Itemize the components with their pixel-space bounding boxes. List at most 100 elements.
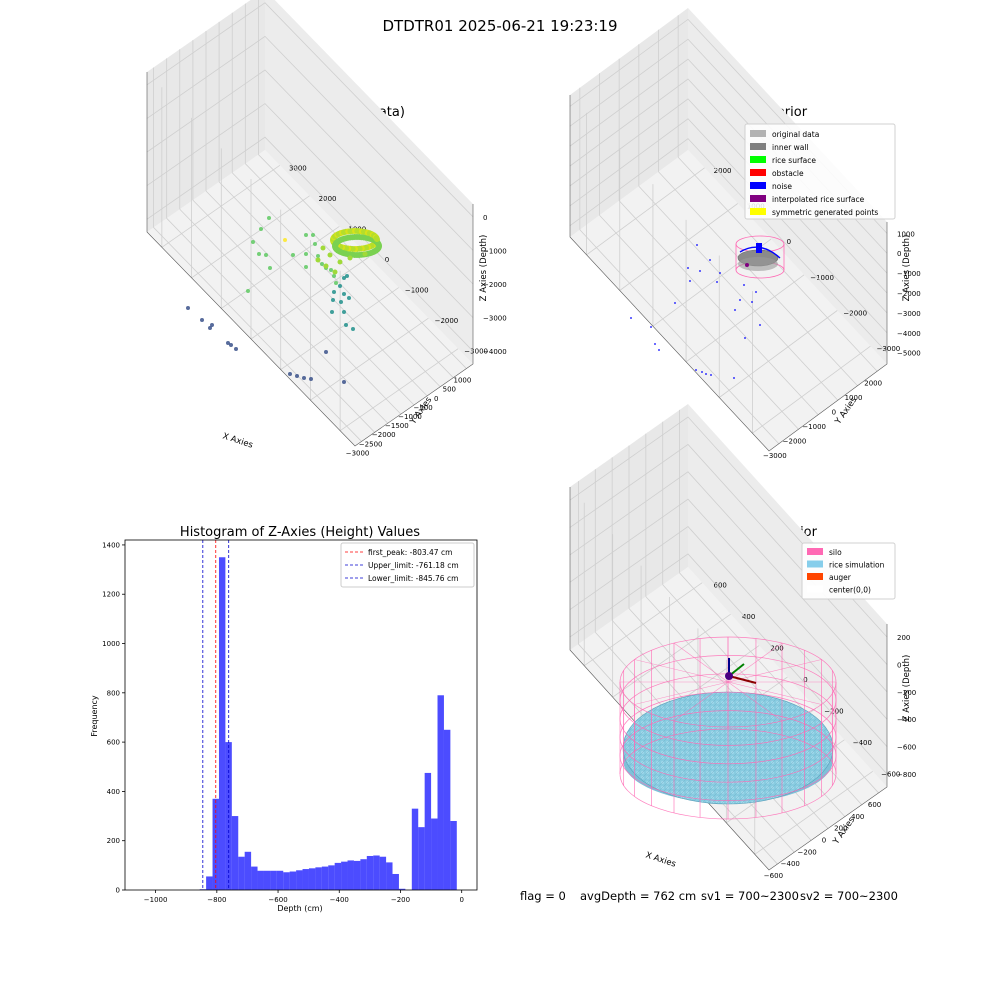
noise-point bbox=[759, 324, 761, 326]
grid-line bbox=[250, 256, 370, 340]
grid-line bbox=[310, 317, 429, 401]
back-right-pane bbox=[265, 0, 473, 364]
interp-point bbox=[745, 263, 749, 267]
grid-line bbox=[583, 582, 703, 667]
hist-bar bbox=[379, 856, 387, 890]
legend-swatch bbox=[807, 573, 823, 580]
figure-suptitle: DTDTR01 2025-06-21 19:23:19 bbox=[382, 17, 618, 35]
y-tick-label: 200 bbox=[770, 645, 783, 653]
y-tick-label: −2000 bbox=[435, 317, 459, 325]
noise-point bbox=[687, 267, 689, 269]
grid-line bbox=[569, 138, 888, 353]
noise-point bbox=[689, 280, 691, 282]
hist-bar bbox=[251, 866, 258, 890]
y-tick-label: −400 bbox=[853, 739, 872, 747]
noise-point bbox=[719, 272, 721, 274]
data-point bbox=[331, 298, 335, 302]
data-point bbox=[327, 252, 333, 258]
x-tick-label: −2000 bbox=[372, 431, 396, 439]
hist-bar bbox=[263, 870, 271, 890]
legend-label: interpolated rice surface bbox=[772, 195, 865, 204]
data-point bbox=[291, 253, 295, 257]
x-tick-label: −200 bbox=[798, 848, 817, 856]
hist-bar bbox=[218, 557, 226, 890]
data-point bbox=[259, 227, 263, 231]
grid-line bbox=[146, 136, 474, 352]
hist-bar bbox=[398, 888, 406, 890]
grid-line bbox=[612, 613, 731, 698]
hist-bar bbox=[386, 862, 393, 890]
noise-point bbox=[650, 326, 652, 328]
legend-swatch bbox=[807, 585, 823, 593]
noise-point bbox=[701, 371, 703, 373]
data-point bbox=[334, 281, 338, 285]
hist-bar bbox=[244, 851, 252, 890]
data-point bbox=[313, 242, 317, 246]
panel-raw-data: 3D Plot of Silo Interior(row data)−3000−… bbox=[146, 0, 507, 457]
footer-avg-depth: avgDepth = 762 cm bbox=[580, 889, 697, 903]
data-point bbox=[320, 245, 326, 251]
z-tick-label: −5000 bbox=[897, 350, 921, 358]
legend-swatch bbox=[750, 143, 766, 150]
grid-line bbox=[569, 118, 888, 334]
x-tick-label: 0 bbox=[459, 896, 463, 904]
data-point bbox=[264, 253, 268, 257]
legend-label: obstacle bbox=[772, 169, 804, 178]
data-point bbox=[186, 306, 190, 310]
data-point bbox=[200, 318, 204, 322]
footer-flag: flag = 0 bbox=[520, 889, 566, 903]
y-tick-label: 2000 bbox=[319, 195, 337, 203]
grid-line bbox=[161, 164, 281, 248]
data-point bbox=[208, 326, 212, 330]
hist-bar bbox=[257, 870, 264, 890]
data-point bbox=[210, 323, 214, 327]
obstacle-mark bbox=[756, 243, 762, 253]
hist-bar bbox=[308, 868, 316, 890]
grid-line bbox=[586, 167, 705, 256]
legend-label: noise bbox=[772, 182, 792, 191]
data-point bbox=[332, 269, 338, 275]
x-tick-label: −500 bbox=[413, 404, 432, 412]
y-tick-label: 1200 bbox=[102, 591, 120, 599]
x-tick-label: −1000 bbox=[144, 896, 168, 904]
data-point bbox=[347, 296, 351, 300]
x-tick-label: −1500 bbox=[385, 422, 409, 430]
hist-bar bbox=[411, 808, 419, 890]
hist-bar bbox=[450, 820, 457, 890]
noise-point bbox=[658, 349, 660, 351]
y-tick-label: 0 bbox=[787, 238, 791, 246]
z-axis-label: Z Axies (Depth) bbox=[902, 235, 912, 302]
z-tick-label: −1000 bbox=[897, 270, 921, 278]
data-point bbox=[304, 233, 308, 237]
grid-line bbox=[191, 195, 310, 279]
x-tick-label: −200 bbox=[391, 896, 410, 904]
grid-line bbox=[221, 226, 340, 309]
grid-line bbox=[619, 203, 738, 291]
y-tick-label: 600 bbox=[714, 582, 727, 590]
x-tick-label: −400 bbox=[781, 860, 800, 868]
data-point bbox=[283, 238, 287, 242]
hist-bar bbox=[315, 867, 322, 890]
legend-label: original data bbox=[772, 130, 819, 139]
y-tick-label: 0 bbox=[803, 676, 807, 684]
data-point bbox=[342, 310, 346, 314]
data-point bbox=[229, 343, 233, 347]
noise-point bbox=[710, 374, 712, 376]
noise-point bbox=[733, 377, 735, 379]
x-tick-label: 200 bbox=[834, 825, 847, 833]
hist-bar bbox=[443, 729, 451, 890]
data-point bbox=[295, 374, 299, 378]
data-point bbox=[342, 276, 346, 280]
x-tick-label: 0 bbox=[434, 395, 438, 403]
y-tick-label: 400 bbox=[742, 613, 755, 621]
noise-point bbox=[674, 302, 676, 304]
x-tick-label: 0 bbox=[832, 408, 836, 416]
legend-swatch bbox=[750, 156, 766, 163]
hist-bar bbox=[424, 772, 432, 890]
noise-point bbox=[716, 281, 718, 283]
data-point bbox=[351, 327, 355, 331]
y-tick-label: −1000 bbox=[405, 287, 429, 295]
x-tick-label: 1000 bbox=[845, 394, 863, 402]
rice-surface bbox=[738, 257, 778, 271]
data-point bbox=[304, 252, 308, 256]
